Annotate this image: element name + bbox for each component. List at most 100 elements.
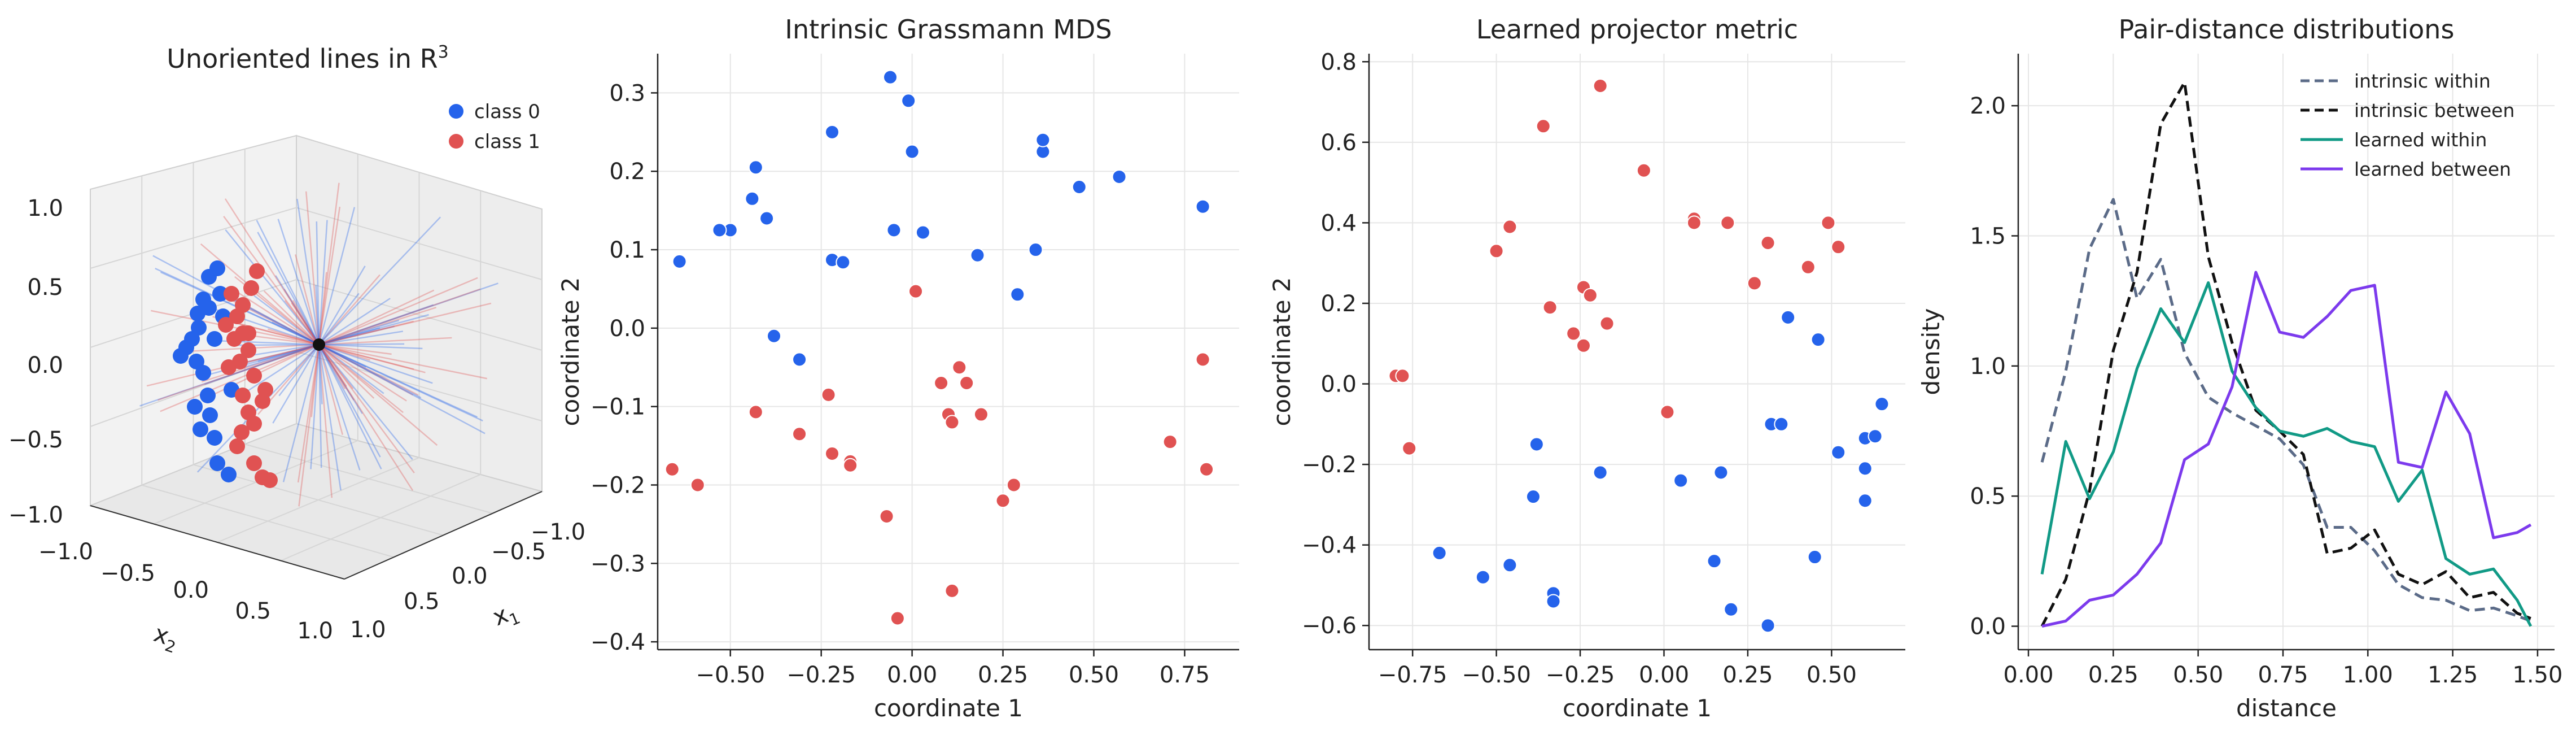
mds-gridlines	[658, 54, 1239, 650]
point-class1	[1686, 215, 1702, 230]
point-class1	[1660, 404, 1675, 420]
learned-y-axis-label: coordinate 2	[1268, 277, 1296, 426]
line-intrinsic-between	[2040, 81, 2531, 627]
point-class0	[1673, 473, 1689, 488]
point-class0	[745, 191, 760, 206]
x-tick-label: 0.25	[2088, 662, 2138, 688]
learned-x-axis-label: coordinate 1	[1563, 694, 1712, 722]
point-class0	[759, 211, 775, 226]
point-class1	[1599, 316, 1615, 331]
y-tick-label: 0.3	[609, 80, 645, 106]
point-class0	[1529, 437, 1544, 452]
point-class0	[1010, 287, 1025, 302]
mds-x-axis-label: coordinate 1	[874, 694, 1023, 722]
y-tick-label: 1.5	[1970, 223, 2006, 249]
point-class1	[1006, 477, 1021, 493]
y-tick-label: −0.4	[1302, 533, 1357, 559]
cube-gridlines	[90, 149, 543, 562]
point-class1	[1821, 215, 1836, 230]
point-class1	[843, 458, 858, 473]
point-class0	[904, 144, 920, 159]
mds-y-axis-label: coordinate 2	[557, 277, 584, 426]
y-tick-label: 0.0	[609, 316, 645, 342]
point-class1	[664, 462, 680, 477]
x-tick-label: −0.25	[1546, 662, 1615, 688]
point-class1	[1536, 119, 1551, 134]
panel1-title: Unoriented lines in R3	[167, 42, 449, 74]
legend-label-class1: class 1	[474, 130, 540, 153]
panel-3d-lines: Unoriented lines in R3 1.0 0.5 0.0 −0.5 …	[8, 42, 585, 657]
point-class0	[212, 286, 228, 302]
y-tick-label: 0.2	[609, 159, 645, 185]
x-tick-label: 0.25	[978, 662, 1028, 688]
point-class1	[825, 446, 839, 461]
point-class1	[249, 263, 265, 279]
x-tick-label: 0.75	[2258, 662, 2308, 688]
point-class1	[1395, 368, 1410, 384]
point-class1	[240, 342, 256, 358]
legend-marker-class0	[449, 104, 463, 119]
point-class0	[1475, 569, 1490, 585]
legend-label: learned between	[2354, 158, 2511, 180]
dist-legend: intrinsic within intrinsic between learned…	[2301, 70, 2514, 180]
point-class1	[246, 455, 262, 471]
point-class1	[748, 404, 763, 420]
x1-axis: −1.0 −0.5 0.0 0.5 1.0 x1	[344, 491, 585, 643]
panel1-legend: class 0 class 1	[449, 101, 540, 153]
point-class1	[234, 424, 250, 440]
x1-axis-label: x1	[489, 597, 523, 635]
x2-axis: −1.0 −0.5 0.0 0.5 1.0 x2	[38, 505, 345, 657]
x-tick-label: 0.50	[1069, 662, 1119, 688]
legend-label-class0: class 0	[474, 101, 540, 123]
point-class0	[195, 365, 211, 381]
point-class0	[1774, 416, 1789, 432]
x-tick-label: 1.50	[2512, 662, 2562, 688]
point-class1	[221, 359, 237, 375]
z-tick-label: 0.0	[27, 353, 63, 378]
x-tick-label: 0.75	[1160, 662, 1210, 688]
point-class0	[1760, 618, 1775, 633]
cube-gridline	[281, 474, 481, 562]
dist-y-axis-label: density	[1917, 308, 1945, 395]
cube-gridline	[296, 351, 543, 421]
point-class1	[262, 472, 278, 488]
point-class0	[1831, 445, 1846, 460]
line-intrinsic-within	[2040, 198, 2531, 623]
x-tick-label: 1.00	[2343, 662, 2393, 688]
point-class1	[1747, 276, 1762, 291]
point-class1	[246, 416, 262, 432]
y-tick-label: 2.0	[1970, 93, 2006, 119]
point-class0	[672, 254, 687, 269]
dist-title: Pair-distance distributions	[2119, 14, 2455, 45]
point-class0	[187, 399, 203, 415]
point-class0	[901, 93, 916, 108]
y-tick-label: 0.0	[1320, 372, 1357, 398]
mds-series-class1	[664, 284, 1214, 626]
z-tick-label: −0.5	[8, 427, 63, 453]
x2-tick-label: −0.5	[100, 560, 155, 586]
point-class1	[218, 317, 234, 333]
legend-label: intrinsic between	[2354, 99, 2514, 121]
point-class1	[973, 407, 989, 422]
point-class0	[209, 455, 225, 471]
point-class0	[883, 69, 898, 85]
point-class0	[221, 467, 237, 482]
cube-gridline	[296, 279, 543, 351]
point-class1	[934, 376, 949, 391]
x1-tick-label: 0.5	[404, 589, 440, 615]
point-class1	[1720, 215, 1735, 230]
point-class0	[1432, 545, 1447, 560]
point-class1	[792, 427, 807, 442]
x-tick-label: 1.25	[2428, 662, 2478, 688]
point-class0	[1195, 199, 1210, 214]
point-class0	[1525, 489, 1541, 504]
point-class1	[243, 280, 259, 296]
point-class0	[1807, 550, 1822, 565]
x2-tick-label: 0.0	[173, 577, 209, 603]
point-class1	[1195, 352, 1210, 367]
y-tick-label: 0.8	[1320, 49, 1357, 75]
x-tick-label: 0.00	[1639, 662, 1689, 688]
point-class1	[952, 360, 967, 375]
point-class0	[190, 306, 205, 321]
z-tick-label: 1.0	[27, 195, 63, 221]
